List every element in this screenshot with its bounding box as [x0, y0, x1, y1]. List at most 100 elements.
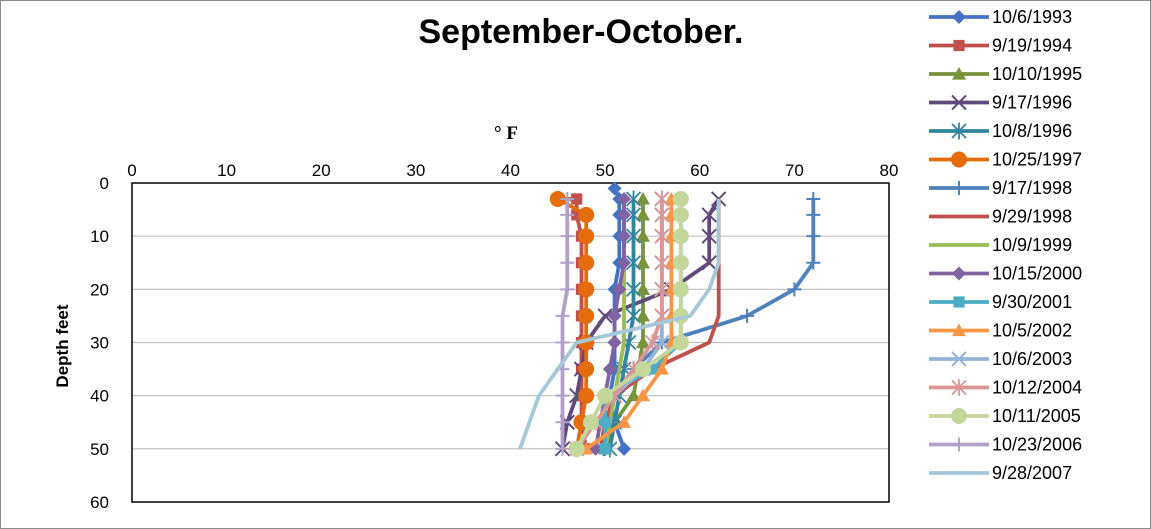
data-point — [578, 228, 595, 245]
data-point — [625, 254, 642, 272]
data-point — [701, 228, 717, 244]
data-point — [597, 387, 614, 404]
data-point — [560, 191, 575, 206]
data-point — [568, 440, 585, 457]
legend-item: 9/28/2007 — [929, 463, 1072, 483]
data-point — [951, 379, 967, 396]
data-point — [571, 193, 583, 205]
data-point — [951, 151, 967, 168]
legend: 10/6/1993 9/19/1994 10/10/1995 9/17/1996 10/… — [929, 7, 1082, 483]
data-point — [597, 308, 613, 324]
data-point — [571, 209, 583, 221]
data-point — [607, 181, 622, 196]
legend-label: 9/28/2007 — [992, 463, 1072, 483]
legend-label: 10/6/2003 — [992, 349, 1072, 369]
data-point — [560, 207, 575, 222]
data-point — [607, 308, 622, 323]
data-point — [555, 308, 570, 323]
legend-label: 10/25/1997 — [992, 150, 1082, 170]
x-tick-label: 50 — [596, 161, 615, 180]
data-point — [951, 351, 967, 367]
legend-item: 10/23/2006 — [929, 435, 1082, 455]
data-point — [617, 441, 632, 456]
legend-item: 10/5/2002 — [929, 321, 1072, 341]
data-point — [582, 414, 599, 431]
series-15 — [568, 190, 689, 457]
data-point — [806, 229, 821, 244]
data-point — [560, 255, 575, 270]
data-point — [612, 282, 627, 297]
data-point — [635, 388, 650, 402]
legend-label: 9/19/1994 — [992, 36, 1072, 56]
data-point — [599, 443, 611, 455]
data-point — [701, 255, 717, 271]
data-point — [634, 361, 651, 378]
legend-item: 10/6/2003 — [929, 349, 1072, 369]
legend-item: 9/17/1998 — [929, 178, 1072, 198]
data-point — [952, 67, 966, 80]
data-point — [602, 362, 617, 377]
y-tick-label: 10 — [90, 227, 109, 246]
data-point — [635, 229, 650, 242]
data-point — [646, 363, 659, 375]
data-point — [555, 388, 570, 403]
x-tick-label: 0 — [127, 161, 136, 180]
data-point — [617, 255, 632, 270]
data-point — [672, 190, 689, 207]
legend-label: 10/8/1996 — [992, 121, 1072, 141]
data-point — [578, 307, 595, 324]
legend-item: 10/6/1993 — [929, 7, 1072, 27]
data-point — [654, 254, 670, 272]
data-point — [578, 361, 595, 378]
series-16 — [555, 191, 575, 456]
data-point — [625, 206, 642, 224]
data-point — [617, 229, 632, 244]
data-point — [578, 281, 595, 298]
data-point — [701, 207, 717, 223]
data-point — [654, 227, 670, 245]
data-point — [625, 307, 642, 325]
legend-label: 10/12/2004 — [992, 378, 1082, 398]
x-tick-labels: 0 10 20 30 40 50 60 70 80 — [127, 161, 898, 180]
legend-label: 10/11/2005 — [992, 406, 1081, 426]
legend-label: 10/9/1999 — [992, 235, 1072, 255]
x-tick-label: 20 — [312, 161, 331, 180]
legend-item: 10/10/1995 — [929, 64, 1082, 84]
data-point — [617, 415, 632, 428]
y-tick-labels: 0 10 20 30 40 50 60 — [90, 174, 109, 512]
data-point — [953, 39, 965, 52]
series-17 — [518, 198, 721, 450]
legend-item: 10/9/1999 — [929, 235, 1072, 255]
legend-label: 10/23/2006 — [992, 435, 1082, 455]
series-line — [518, 198, 721, 450]
data-point — [625, 190, 642, 208]
data-point — [599, 416, 611, 428]
data-point — [672, 228, 689, 245]
legend-label: 9/17/1996 — [992, 93, 1072, 113]
data-point — [654, 362, 669, 375]
data-point — [635, 255, 650, 269]
data-point — [672, 281, 689, 298]
legend-label: 9/17/1998 — [992, 178, 1072, 198]
data-point — [806, 191, 821, 206]
data-point — [560, 282, 575, 297]
x-tick-label: 10 — [217, 161, 236, 180]
data-point — [672, 206, 689, 223]
data-point — [555, 415, 570, 430]
legend-item: 10/12/2004 — [929, 378, 1082, 398]
data-point — [644, 334, 661, 351]
legend-label: 9/29/1998 — [992, 207, 1072, 227]
series-group — [518, 181, 821, 458]
data-point — [635, 335, 650, 349]
data-point — [952, 323, 966, 337]
y-tick-label: 30 — [90, 334, 109, 353]
legend-label: 10/5/2002 — [992, 321, 1072, 341]
x-axis-label: ° F — [494, 123, 518, 144]
data-point — [578, 387, 595, 404]
legend-item: 10/15/2000 — [929, 264, 1082, 284]
data-point — [787, 282, 802, 297]
y-tick-label: 40 — [90, 387, 109, 406]
data-point — [635, 191, 650, 205]
legend-label: 10/15/2000 — [992, 264, 1082, 284]
